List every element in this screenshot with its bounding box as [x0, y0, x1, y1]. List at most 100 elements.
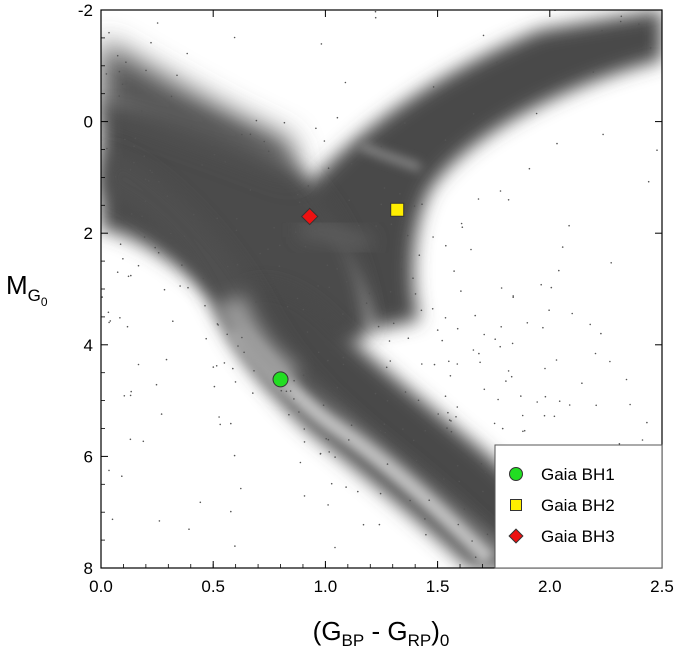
field-star-dot — [293, 398, 295, 400]
gaia-bh2-marker — [390, 202, 405, 217]
field-star-dot — [119, 243, 122, 245]
field-star-dot — [344, 81, 347, 84]
field-star-dot — [327, 359, 329, 362]
field-star-dot — [101, 296, 103, 298]
field-star-dot — [130, 274, 132, 277]
field-star-dot — [345, 486, 347, 488]
field-star-dot — [478, 352, 480, 355]
field-star-dot — [500, 326, 503, 328]
black-hole-markers — [272, 202, 405, 388]
field-star-dot — [455, 497, 458, 499]
field-star-dot — [456, 465, 459, 467]
gaia-bh3-marker — [300, 207, 319, 226]
field-star-dot — [350, 250, 353, 253]
field-star-dot — [193, 213, 195, 216]
field-star-dot — [619, 20, 622, 23]
field-star-dot — [418, 254, 421, 256]
field-star-dot — [444, 317, 447, 319]
field-star-dot — [500, 287, 503, 289]
y-axis: -2 0 2 4 6 8 — [78, 1, 662, 578]
field-star-dot — [273, 227, 275, 229]
field-star-dot — [522, 430, 524, 433]
field-star-dot — [456, 406, 459, 408]
field-star-dot — [249, 189, 252, 191]
field-star-dot — [601, 29, 603, 32]
field-star-dot — [149, 169, 152, 172]
field-star-dot — [236, 263, 239, 266]
field-star-dot — [243, 351, 245, 354]
field-star-dot — [346, 281, 348, 283]
field-star-dot — [365, 302, 368, 305]
field-star-dot — [134, 137, 137, 140]
field-star-dot — [215, 365, 218, 367]
field-star-dot — [377, 325, 380, 328]
gaia-bh1-marker — [272, 371, 289, 388]
field-star-dot — [528, 167, 531, 170]
field-star-dot — [213, 153, 216, 156]
field-star-dot — [649, 47, 652, 49]
y-tick-label: -2 — [78, 1, 93, 20]
field-star-dot — [620, 15, 623, 18]
field-star-dot — [304, 245, 307, 248]
field-star-dot — [589, 323, 591, 326]
field-star-dot — [348, 199, 351, 201]
field-star-dot — [303, 441, 306, 443]
field-star-dot — [424, 429, 427, 432]
field-star-dot — [289, 390, 292, 392]
field-star-dot — [544, 367, 546, 370]
field-star-dot — [342, 313, 344, 315]
field-star-dot — [428, 499, 431, 502]
field-star-dot — [540, 283, 542, 286]
field-star-dot — [407, 337, 410, 340]
field-star-dot — [482, 34, 485, 37]
field-star-dot — [205, 337, 207, 340]
field-star-dot — [342, 356, 345, 359]
field-star-dot — [548, 309, 550, 312]
field-star-dot — [201, 164, 203, 166]
field-star-dot — [413, 205, 416, 207]
field-star-dot — [592, 71, 595, 73]
field-star-dot — [252, 392, 254, 394]
y-tick-label: 6 — [84, 447, 93, 466]
field-star-dot — [235, 229, 238, 232]
field-star-dot — [145, 69, 147, 72]
field-star-dot — [325, 438, 328, 440]
field-star-dot — [230, 510, 232, 513]
field-star-dot — [374, 10, 377, 13]
field-star-dot — [556, 142, 558, 145]
field-star-dot — [542, 326, 544, 329]
legend-gaia-bh2-label: Gaia BH2 — [541, 496, 615, 515]
field-star-dot — [241, 133, 243, 136]
field-star-dot — [242, 286, 245, 288]
field-star-dot — [638, 23, 640, 25]
field-star-dot — [106, 147, 108, 150]
field-star-dot — [368, 292, 371, 295]
field-star-dot — [131, 213, 133, 215]
field-star-dot — [456, 363, 459, 365]
field-star-dot — [402, 428, 404, 430]
field-star-dot — [126, 325, 129, 328]
field-star-dot — [474, 556, 477, 558]
field-star-dot — [497, 398, 499, 401]
field-star-dot — [285, 390, 288, 393]
field-star-dot — [507, 370, 510, 372]
field-star-dot — [618, 443, 621, 445]
y-tick-label: 4 — [84, 336, 93, 355]
field-star-dot — [348, 439, 350, 441]
field-star-dot — [129, 438, 132, 441]
field-star-dot — [183, 235, 186, 237]
field-star-dot — [494, 338, 497, 341]
y-axis-label: MG0 — [6, 270, 48, 309]
field-star-dot — [375, 225, 377, 227]
field-star-dot — [204, 304, 206, 307]
field-star-dot — [646, 421, 648, 424]
field-star-dot — [480, 462, 483, 465]
field-star-dot — [323, 140, 326, 142]
y-tick-label: 2 — [84, 224, 93, 243]
field-star-dot — [302, 374, 305, 377]
field-star-dot — [535, 112, 538, 115]
field-star-dot — [234, 381, 237, 383]
field-star-dot — [133, 145, 135, 147]
field-star-dot — [568, 224, 570, 227]
field-star-dot — [181, 264, 183, 266]
